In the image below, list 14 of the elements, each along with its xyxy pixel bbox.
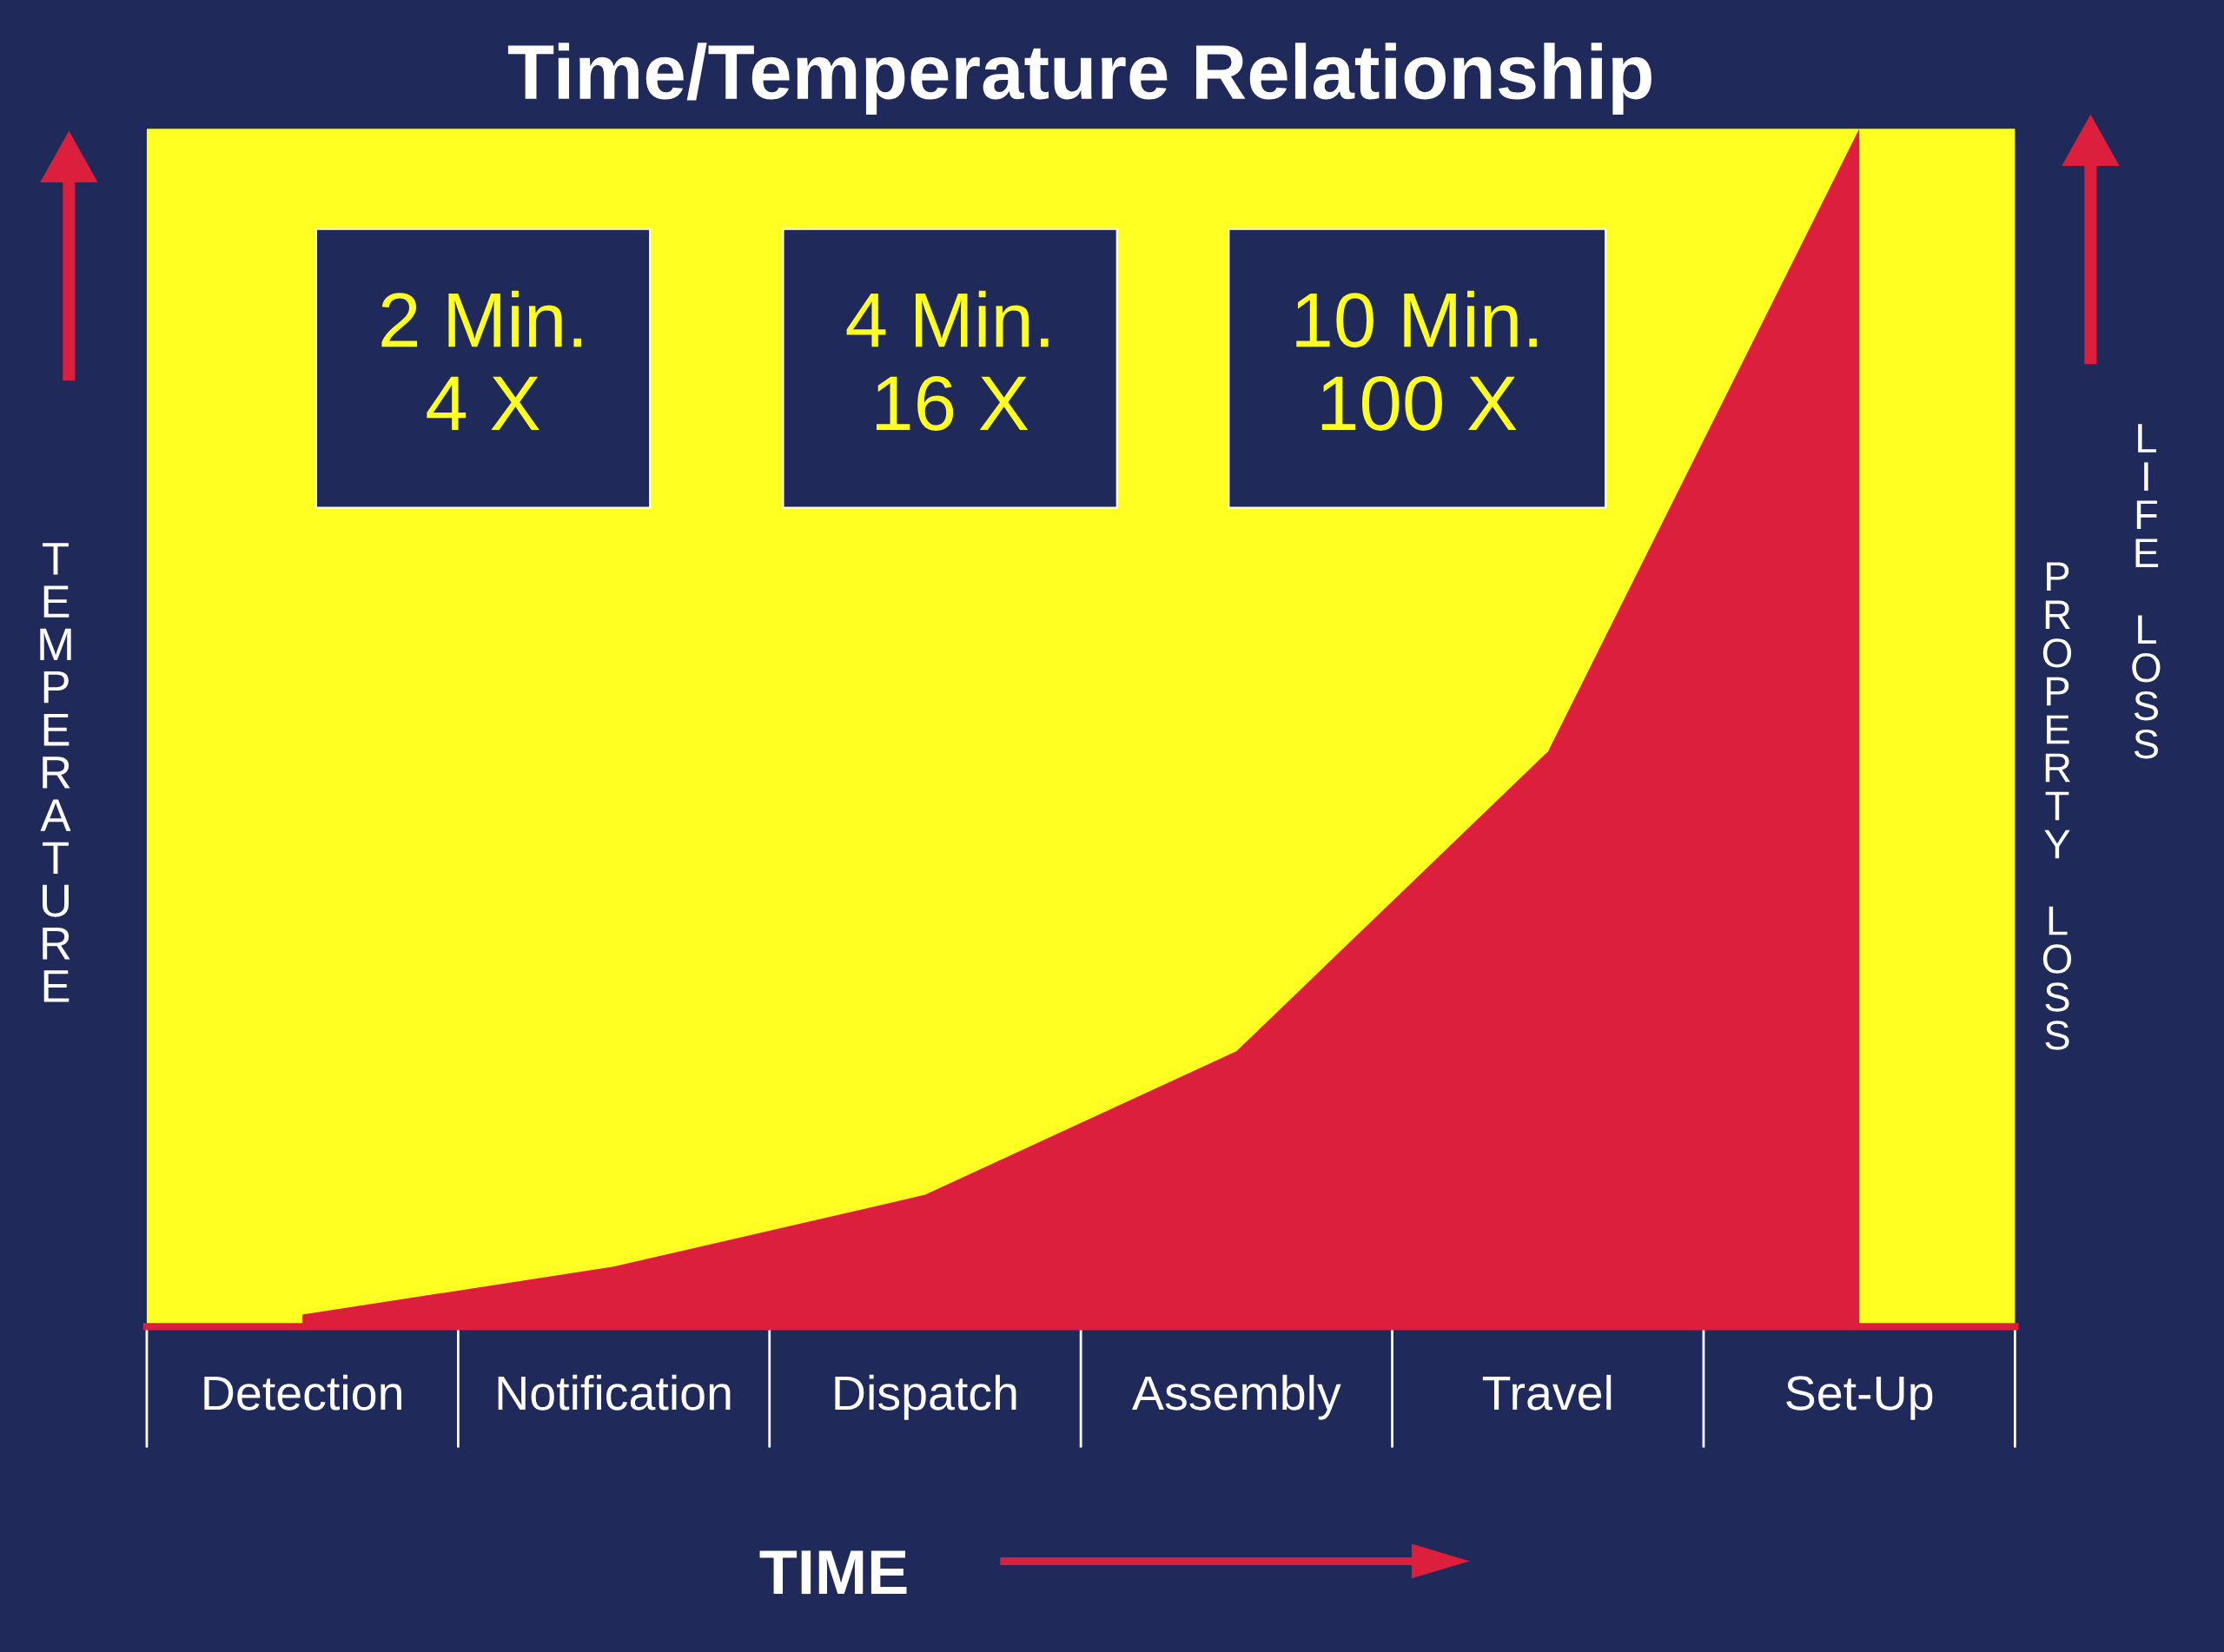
x-tick-label: Detection [204,1374,401,1411]
text: TEMPERATURE [40,543,71,1002]
text: PROPERTY LOSS [2042,562,2072,1050]
x-tick-label: Travel [1482,1374,1612,1411]
x-tick-label: Assembly [1132,1374,1341,1420]
annotation: 4 Min. 16 X [846,290,1049,431]
x-axis-title: TIME [759,1550,907,1595]
annotation: 2 Min. 4 X [381,290,581,430]
text: LIFE LOSS [2132,424,2161,759]
chart-title: Time/Temperature Relationship [507,43,1651,116]
x-tick-label: Notification [498,1374,731,1411]
x-tick-label: Dispatch [835,1374,1016,1420]
x-tick-label: Set-Up [1786,1376,1933,1420]
annotation: 10 Min. 100 X [1296,290,1537,431]
